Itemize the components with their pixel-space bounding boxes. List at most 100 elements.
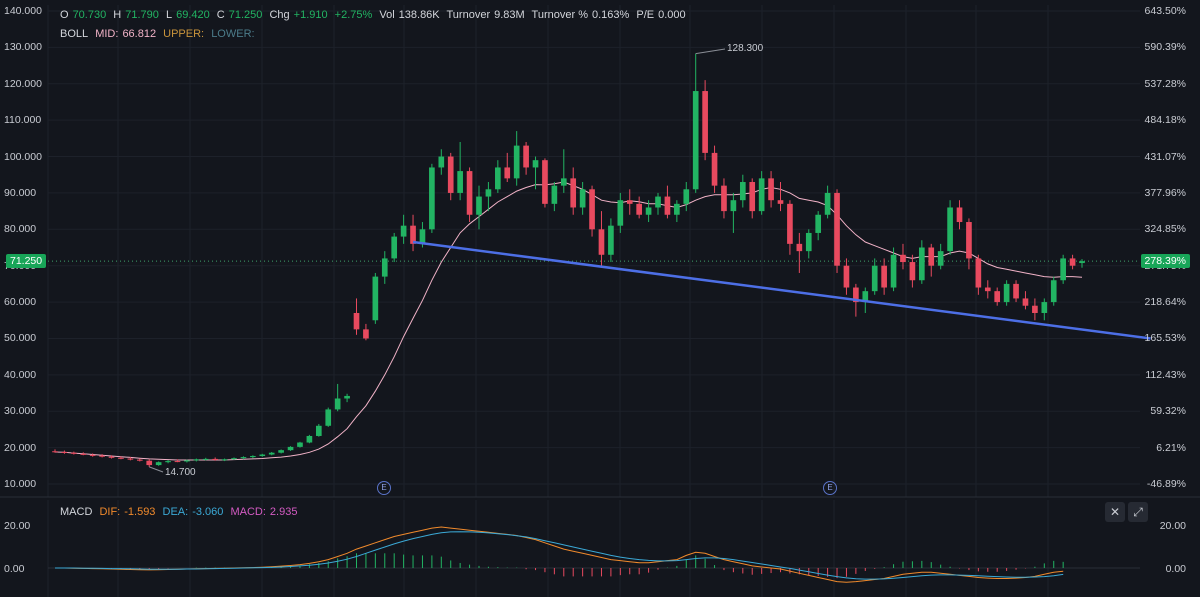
turnover-label: Turnover [446,9,491,21]
candle-body [457,171,463,193]
candle-body [768,178,774,201]
macd-dif-label: DIF: [99,506,121,518]
candle-body [918,247,925,281]
candle-body [165,461,171,463]
macd-macd-label: MACD: [230,506,266,518]
macd-dea-line [55,531,1064,580]
pe-value: 0.000 [658,9,686,21]
candle-body [721,185,727,212]
boll-mid-label: MID: [95,28,119,40]
chg-value: +1.910 [293,9,328,21]
percent-axis-tick: 218.64% [1144,296,1186,308]
candle-body [268,452,275,455]
candle-body [315,425,322,436]
candle-body [579,189,586,208]
boll-mid-value: 66.812 [122,28,157,40]
candle-body [344,395,350,399]
turnover-pct-value: 0.163% [592,9,630,21]
percent-axis-tick: 59.32% [1150,405,1186,417]
macd-dea-label: DEA: [162,506,189,518]
close-label: C [216,9,225,21]
percent-axis-tick: 431.07% [1144,151,1186,163]
candle-body [466,171,473,215]
open-value: 70.730 [72,9,107,21]
candle-body [947,207,953,252]
candle-body [89,454,96,456]
collapse-button[interactable]: ✕ [1105,502,1125,522]
high-value: 71.790 [125,9,159,21]
candle-body [702,91,708,153]
candle-body [174,461,181,463]
price-axis-tick: 130.000 [4,41,42,53]
candle-body [334,398,341,410]
candle-body [608,225,614,255]
candle-body [815,214,822,233]
turnover-pct-label: Turnover % [531,9,588,21]
candle-body [99,455,105,457]
expand-button[interactable]: ⤢ [1128,502,1148,522]
candle-body [1060,258,1066,281]
price-axis-tick: 60.000 [4,296,37,308]
percent-axis-tick: 6.21% [1156,442,1186,454]
percent-axis-tick: 537.28% [1144,78,1186,90]
candle-body [504,167,511,179]
low-label: L [165,9,173,21]
macd-dif-value: -1.593 [124,506,156,518]
candle-body [928,247,935,266]
candle-body [1003,283,1010,303]
candle-body [127,458,134,460]
open-label: O [60,9,69,21]
candle-body [146,460,153,466]
event-marker-2[interactable]: E [823,481,837,495]
candle-body [1032,305,1038,313]
pe-label: P/E [636,9,655,21]
high-annotation: 128.300 [727,43,764,54]
turnover-value: 9.83M [494,9,525,21]
percent-axis-tick: 165.53% [1144,332,1186,344]
candle-body [966,222,972,259]
event-marker-1[interactable]: E [377,481,391,495]
candle-body [485,189,492,197]
low-leader [149,466,164,473]
candle-body [824,192,831,215]
candle-body [683,189,690,204]
candle-body [80,453,87,455]
last-pct-tag: 278.39% [1140,254,1190,268]
candle-body [843,265,850,288]
percent-axis-tick: 112.43% [1145,369,1186,381]
price-axis-tick: 40.000 [4,369,37,381]
price-axis-tick: 100.000 [4,151,42,163]
boll-label: BOLL [60,28,89,40]
price-axis-tick: 90.000 [4,187,37,199]
candle-body [410,225,416,244]
price-axis-tick: 30.000 [4,405,37,417]
candle-body [645,207,652,215]
candle-body [476,196,482,215]
percent-axis-tick: -46.89% [1146,478,1186,490]
candle-body [306,435,313,443]
candle-body [1069,258,1076,266]
candle-body [52,451,58,453]
candle-body [805,232,812,252]
macd-dea-value: -3.060 [192,506,224,518]
candle-body [862,291,869,303]
percent-axis-tick: 484.18% [1144,114,1186,126]
macd-axis-tick-right-20: 20.00 [1159,520,1186,532]
candle-body [240,457,247,459]
candle-body [184,460,190,462]
candle-body [975,258,982,288]
candle-body [598,229,605,255]
candle-body [787,203,793,244]
macd-axis-tick-left-0: 0.00 [4,563,25,575]
candle-body [136,459,143,461]
macd-label: MACD [60,506,93,518]
candle-body [391,236,398,259]
candle-body [71,452,77,454]
candle-body [909,262,916,281]
candle-body [438,156,445,168]
candle-body [796,243,803,252]
candle-body [711,152,718,186]
candle-body [513,145,520,179]
candle-body [363,329,369,339]
